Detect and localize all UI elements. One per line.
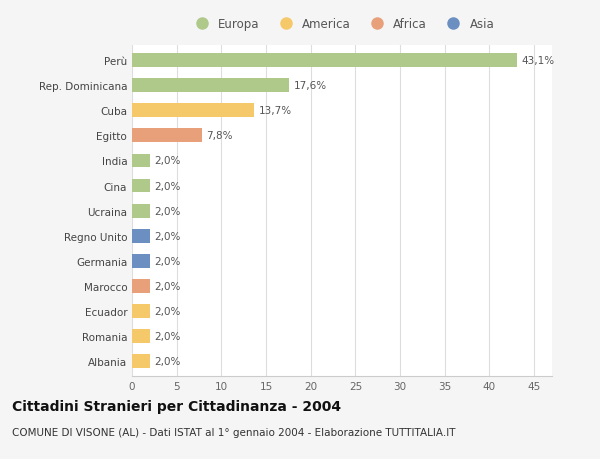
Text: 2,0%: 2,0% — [154, 156, 181, 166]
Text: 2,0%: 2,0% — [154, 256, 181, 266]
Bar — [132, 79, 289, 93]
Bar — [132, 280, 150, 293]
Text: COMUNE DI VISONE (AL) - Dati ISTAT al 1° gennaio 2004 - Elaborazione TUTTITALIA.: COMUNE DI VISONE (AL) - Dati ISTAT al 1°… — [12, 427, 455, 437]
Bar — [132, 230, 150, 243]
Text: 2,0%: 2,0% — [154, 281, 181, 291]
Bar — [132, 354, 150, 368]
Text: 2,0%: 2,0% — [154, 306, 181, 316]
Bar — [132, 104, 254, 118]
Text: 13,7%: 13,7% — [259, 106, 292, 116]
Bar — [132, 179, 150, 193]
Text: 7,8%: 7,8% — [206, 131, 233, 141]
Bar — [132, 254, 150, 268]
Bar — [132, 154, 150, 168]
Text: 2,0%: 2,0% — [154, 231, 181, 241]
Text: 2,0%: 2,0% — [154, 206, 181, 216]
Legend: Europa, America, Africa, Asia: Europa, America, Africa, Asia — [187, 16, 497, 34]
Text: 43,1%: 43,1% — [521, 56, 555, 66]
Text: 2,0%: 2,0% — [154, 331, 181, 341]
Text: 2,0%: 2,0% — [154, 356, 181, 366]
Bar — [132, 54, 517, 68]
Text: 17,6%: 17,6% — [294, 81, 327, 91]
Bar — [132, 204, 150, 218]
Bar — [132, 330, 150, 343]
Bar — [132, 304, 150, 318]
Bar — [132, 129, 202, 143]
Text: Cittadini Stranieri per Cittadinanza - 2004: Cittadini Stranieri per Cittadinanza - 2… — [12, 399, 341, 413]
Text: 2,0%: 2,0% — [154, 181, 181, 191]
